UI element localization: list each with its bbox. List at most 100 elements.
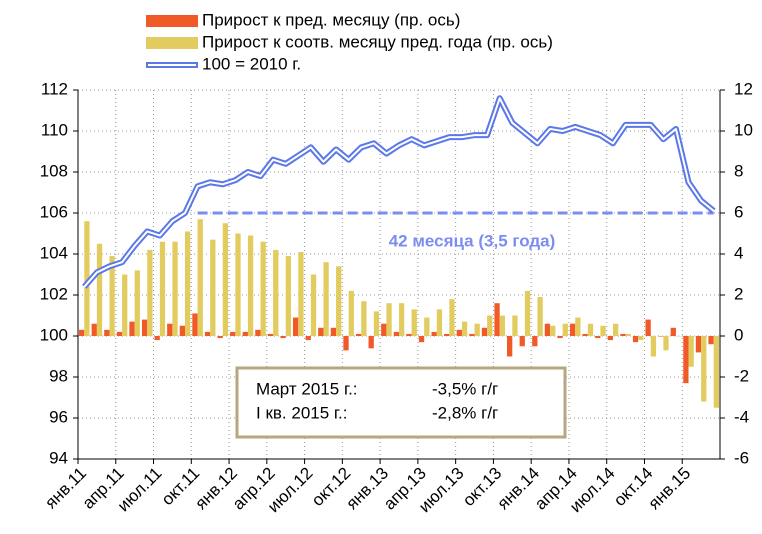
legend-label: Прирост к пред. месяцу (пр. ось): [202, 10, 460, 29]
bar: [663, 336, 669, 351]
bar: [524, 290, 531, 336]
bar: [280, 336, 286, 339]
bar: [318, 327, 324, 336]
bar: [305, 336, 311, 341]
bar: [91, 323, 97, 336]
bar: [695, 336, 702, 353]
bar: [298, 251, 304, 336]
bar: [600, 325, 606, 336]
y2-tick-label: 2: [734, 284, 743, 303]
bar: [159, 241, 166, 336]
bar: [355, 333, 362, 336]
bar: [343, 336, 349, 351]
y2-tick-label: -2: [734, 366, 749, 385]
annotation-text: 42 месяца (3,5 года): [389, 231, 556, 250]
bar: [230, 331, 236, 336]
bar: [713, 336, 719, 408]
bar: [84, 221, 90, 336]
bar: [373, 311, 380, 336]
x-tick-label: янв.15: [645, 464, 695, 514]
bar: [550, 325, 556, 336]
y2-tick-label: 0: [734, 325, 743, 344]
y-tick-label: 110: [41, 120, 68, 139]
x-tick-label: янв.11: [41, 464, 90, 513]
bar: [461, 321, 468, 336]
bar: [179, 325, 185, 336]
bar: [368, 336, 374, 349]
y-tick-label: 94: [49, 448, 68, 467]
y2-tick-label: -6: [734, 448, 749, 467]
bar: [632, 336, 639, 343]
bar: [456, 329, 462, 336]
y2-tick-label: 4: [734, 243, 743, 262]
y-tick-label: 106: [40, 202, 68, 221]
note-text: Март 2015 г.:: [256, 379, 358, 398]
bar: [134, 270, 140, 336]
bar: [436, 309, 443, 336]
bar: [217, 336, 223, 339]
bar: [185, 231, 191, 336]
bar: [658, 336, 664, 337]
y2-tick-label: 12: [734, 79, 753, 98]
y-tick-label: 102: [40, 284, 68, 303]
bar: [204, 331, 211, 336]
bar: [260, 241, 266, 336]
bar: [273, 249, 279, 336]
bar: [582, 333, 588, 336]
line-series-inner: [83, 97, 715, 288]
bar: [141, 319, 148, 336]
bar: [507, 336, 513, 357]
bar: [595, 336, 601, 339]
note-text: I кв. 2015 г.:: [256, 403, 347, 422]
bar: [683, 336, 689, 384]
bar: [197, 219, 203, 336]
bar: [247, 235, 254, 336]
bar: [348, 290, 354, 336]
y2-tick-label: 10: [734, 120, 753, 139]
bar: [607, 336, 613, 341]
bar: [587, 323, 594, 336]
bar: [361, 301, 367, 336]
bar: [154, 336, 160, 341]
bar: [192, 313, 198, 336]
bar: [474, 323, 480, 336]
bar: [122, 274, 128, 336]
bar: [255, 329, 261, 336]
bar: [172, 241, 178, 336]
y2-tick-label: 6: [734, 202, 743, 221]
bar: [424, 317, 430, 336]
legend-swatch: [146, 37, 198, 49]
bar: [381, 323, 387, 336]
bar: [544, 323, 551, 336]
bar: [575, 317, 581, 336]
legend-swatch: [146, 15, 198, 27]
bar: [431, 331, 437, 336]
bar: [469, 333, 475, 336]
bar: [613, 323, 619, 336]
bar: [147, 249, 153, 336]
bar: [96, 243, 103, 336]
bar: [562, 323, 568, 336]
bar: [537, 297, 543, 336]
y-tick-label: 100: [40, 325, 68, 344]
bar: [512, 315, 518, 336]
bar: [444, 333, 450, 336]
bar: [235, 233, 241, 336]
bar: [129, 321, 135, 336]
legend-label: Прирост к соотв. месяцу пред. года (пр. …: [202, 32, 553, 51]
bar: [569, 323, 576, 336]
bar: [116, 331, 123, 336]
bar: [620, 333, 626, 336]
bar: [557, 336, 563, 339]
bar: [104, 329, 110, 336]
y-tick-label: 96: [49, 407, 68, 426]
bar: [481, 327, 488, 336]
bar: [222, 223, 229, 336]
bar: [708, 336, 714, 345]
y-tick-label: 104: [40, 243, 68, 262]
bar: [393, 331, 399, 336]
bar: [688, 336, 694, 367]
bar: [242, 331, 248, 336]
bar: [675, 336, 682, 337]
bar: [494, 303, 500, 336]
